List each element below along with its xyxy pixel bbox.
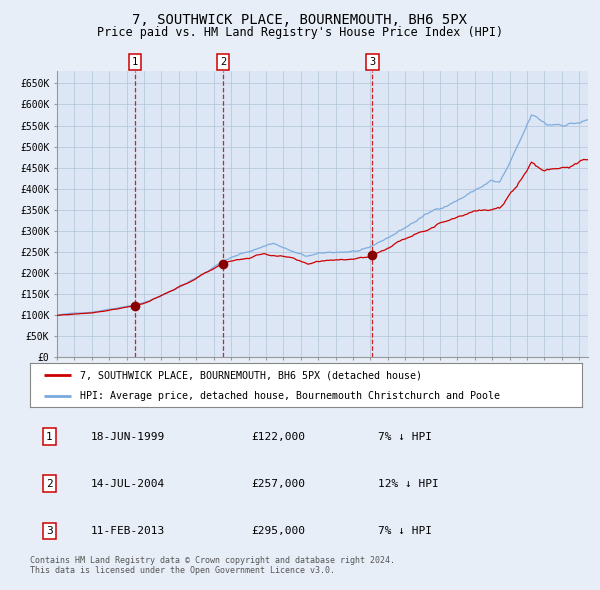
Text: 2: 2 [220,57,226,67]
Text: £122,000: £122,000 [251,432,305,441]
Text: 14-JUL-2004: 14-JUL-2004 [91,479,165,489]
Text: Price paid vs. HM Land Registry's House Price Index (HPI): Price paid vs. HM Land Registry's House … [97,26,503,39]
Text: 7, SOUTHWICK PLACE, BOURNEMOUTH, BH6 5PX (detached house): 7, SOUTHWICK PLACE, BOURNEMOUTH, BH6 5PX… [80,371,422,380]
Text: 12% ↓ HPI: 12% ↓ HPI [378,479,439,489]
Text: HPI: Average price, detached house, Bournemouth Christchurch and Poole: HPI: Average price, detached house, Bour… [80,391,500,401]
Text: 7% ↓ HPI: 7% ↓ HPI [378,526,432,536]
Text: £257,000: £257,000 [251,479,305,489]
Text: 1: 1 [46,432,53,441]
Text: £295,000: £295,000 [251,526,305,536]
Text: 2: 2 [46,479,53,489]
Text: 7, SOUTHWICK PLACE, BOURNEMOUTH, BH6 5PX: 7, SOUTHWICK PLACE, BOURNEMOUTH, BH6 5PX [133,13,467,27]
Text: 3: 3 [370,57,376,67]
Text: 11-FEB-2013: 11-FEB-2013 [91,526,165,536]
Text: 3: 3 [46,526,53,536]
Text: 7% ↓ HPI: 7% ↓ HPI [378,432,432,441]
Text: Contains HM Land Registry data © Crown copyright and database right 2024.
This d: Contains HM Land Registry data © Crown c… [30,556,395,575]
Text: 18-JUN-1999: 18-JUN-1999 [91,432,165,441]
Text: 1: 1 [131,57,138,67]
